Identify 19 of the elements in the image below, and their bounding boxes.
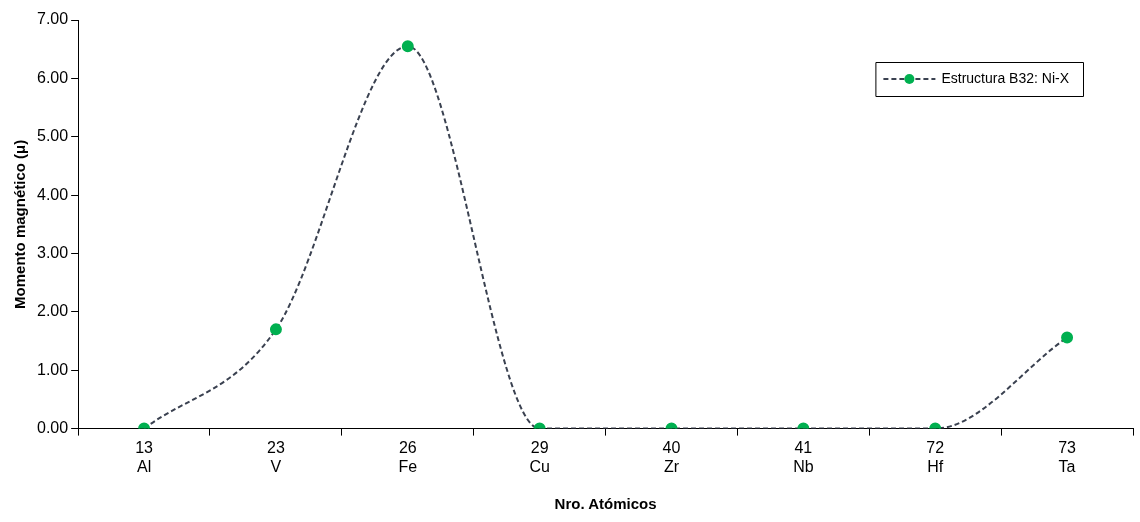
x-tick-label: 73 Ta bbox=[1058, 438, 1077, 475]
y-tick-label: 4.00 bbox=[37, 185, 69, 203]
y-axis-title: Momento magnético (μ) bbox=[11, 139, 29, 309]
x-tick-label: 23 V bbox=[267, 438, 285, 475]
x-tick-label: 41 Nb bbox=[793, 438, 814, 475]
x-tick-label: 72 Hf bbox=[926, 438, 945, 475]
y-tick-label: 2.00 bbox=[37, 302, 69, 320]
x-tick-label: 29 Cu bbox=[529, 438, 550, 475]
y-tick-label: 0.00 bbox=[37, 419, 69, 437]
x-tick-label: 26 Fe bbox=[398, 438, 418, 475]
y-tick-label: 1.00 bbox=[37, 360, 69, 378]
x-tick-label: 40 Zr bbox=[662, 438, 681, 475]
legend-label: Estructura B32: Ni-X bbox=[941, 69, 1070, 86]
y-tick-label: 5.00 bbox=[37, 127, 69, 145]
x-axis-title: Nro. Atómicos bbox=[554, 495, 657, 513]
y-tick-label: 7.00 bbox=[37, 10, 69, 28]
y-tick-label: 6.00 bbox=[37, 68, 69, 86]
y-tick-label: 3.00 bbox=[37, 243, 69, 261]
x-tick-label: 13 Al bbox=[135, 438, 154, 475]
